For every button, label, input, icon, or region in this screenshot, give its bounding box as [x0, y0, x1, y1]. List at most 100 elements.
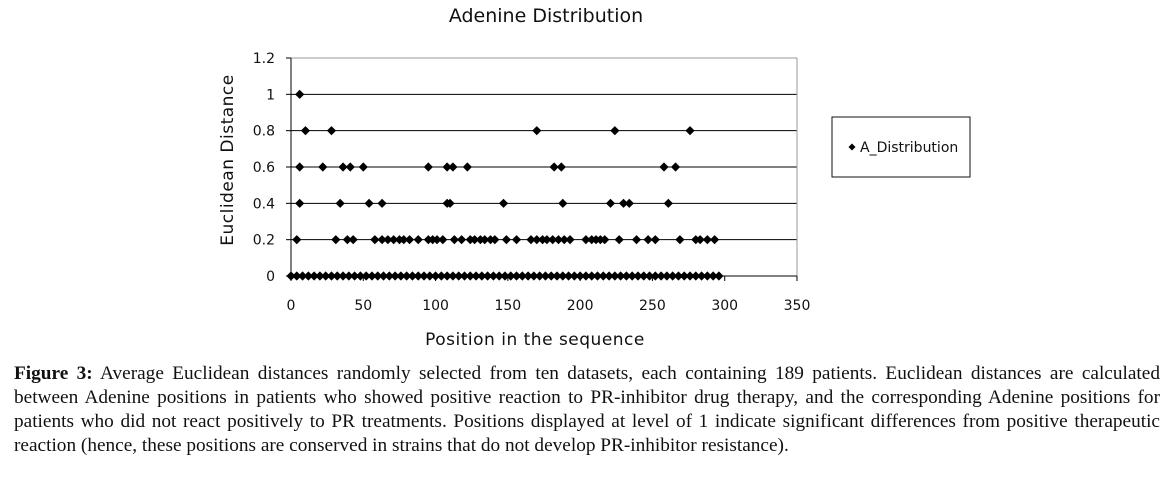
data-point: [321, 271, 331, 281]
x-tick-label: 250: [639, 298, 666, 314]
data-point: [695, 235, 705, 245]
data-point: [326, 126, 337, 136]
data-point: [442, 162, 452, 172]
x-tick-label: 300: [711, 298, 738, 314]
data-point: [449, 235, 459, 245]
data-point: [605, 198, 616, 208]
data-point: [309, 271, 319, 281]
legend-marker-icon: [848, 143, 856, 151]
data-point: [442, 271, 452, 281]
data-point: [624, 198, 634, 208]
data-points: [286, 89, 724, 281]
data-point: [338, 271, 348, 281]
data-point: [633, 271, 643, 281]
data-point: [436, 271, 446, 281]
data-point: [355, 271, 365, 281]
data-point: [448, 162, 458, 172]
data-point: [650, 235, 660, 245]
x-tick-label: 150: [494, 298, 521, 314]
data-point: [526, 235, 536, 245]
data-point: [659, 162, 669, 172]
data-point: [592, 271, 603, 281]
data-point: [529, 271, 539, 281]
data-point: [708, 271, 718, 281]
data-point: [438, 235, 448, 245]
data-point: [364, 198, 374, 208]
y-tick-label: 0.2: [253, 233, 275, 249]
data-point: [471, 271, 481, 281]
data-point: [295, 198, 305, 208]
data-point: [345, 162, 355, 172]
gridlines: [291, 57, 797, 241]
data-point: [552, 271, 562, 281]
data-point: [569, 271, 579, 281]
x-tick-labels: 0 50 100 150 200 250 300 350: [287, 298, 811, 314]
legend-label: A_Distribution: [860, 140, 958, 156]
data-point: [407, 271, 418, 281]
data-point: [370, 235, 380, 245]
y-axis-label: Euclidean Distance: [218, 74, 238, 246]
data-point: [565, 235, 575, 245]
data-point: [517, 271, 527, 281]
data-point: [432, 235, 442, 245]
data-point: [445, 198, 455, 208]
data-point: [558, 271, 568, 281]
data-point: [331, 235, 341, 245]
data-point: [470, 235, 480, 245]
data-point: [494, 271, 504, 281]
data-point: [714, 271, 724, 281]
data-point: [542, 235, 552, 245]
data-point: [679, 271, 689, 281]
data-point: [604, 271, 614, 281]
y-tick-label: 1: [266, 87, 275, 103]
data-point: [292, 271, 302, 281]
data-point: [511, 235, 522, 245]
data-point: [483, 271, 493, 281]
data-point: [662, 271, 672, 281]
data-point: [295, 89, 305, 99]
scatter-chart: Adenine Distribution Euclidean Distance …: [218, 5, 971, 350]
data-point: [540, 271, 551, 281]
data-point: [616, 271, 626, 281]
data-point: [396, 271, 406, 281]
data-point: [297, 271, 308, 281]
data-point: [556, 162, 566, 172]
data-point: [559, 235, 569, 245]
data-point: [532, 235, 542, 245]
x-tick-label: 0: [287, 298, 296, 314]
data-point: [300, 126, 311, 136]
data-point: [498, 198, 509, 208]
data-point: [535, 271, 545, 281]
data-point: [600, 235, 610, 245]
data-point: [500, 271, 510, 281]
data-point: [581, 235, 591, 245]
data-point: [358, 162, 368, 172]
data-point: [644, 271, 655, 281]
data-point: [598, 271, 608, 281]
data-point: [399, 235, 409, 245]
data-point: [303, 271, 313, 281]
data-point: [685, 126, 695, 136]
data-point: [702, 271, 712, 281]
x-tick-label: 200: [567, 298, 594, 314]
data-point: [456, 235, 467, 245]
data-point: [549, 162, 559, 172]
data-point: [348, 235, 358, 245]
data-point: [610, 126, 620, 136]
data-point: [656, 271, 666, 281]
y-tick-labels: 0 0.2 0.4 0.6 0.8 1 1.2: [253, 51, 275, 285]
data-point: [685, 271, 695, 281]
data-point: [490, 235, 500, 245]
data-point: [459, 271, 470, 281]
chart-title: Adenine Distribution: [449, 5, 643, 27]
x-tick-label: 100: [422, 298, 449, 314]
data-point: [373, 271, 383, 281]
x-tick-label: 50: [354, 298, 372, 314]
data-point: [462, 162, 472, 172]
y-tick-label: 1.2: [253, 51, 275, 67]
data-point: [558, 198, 568, 208]
data-point: [511, 271, 522, 281]
data-point: [631, 235, 642, 245]
data-point: [702, 235, 712, 245]
data-point: [587, 271, 597, 281]
